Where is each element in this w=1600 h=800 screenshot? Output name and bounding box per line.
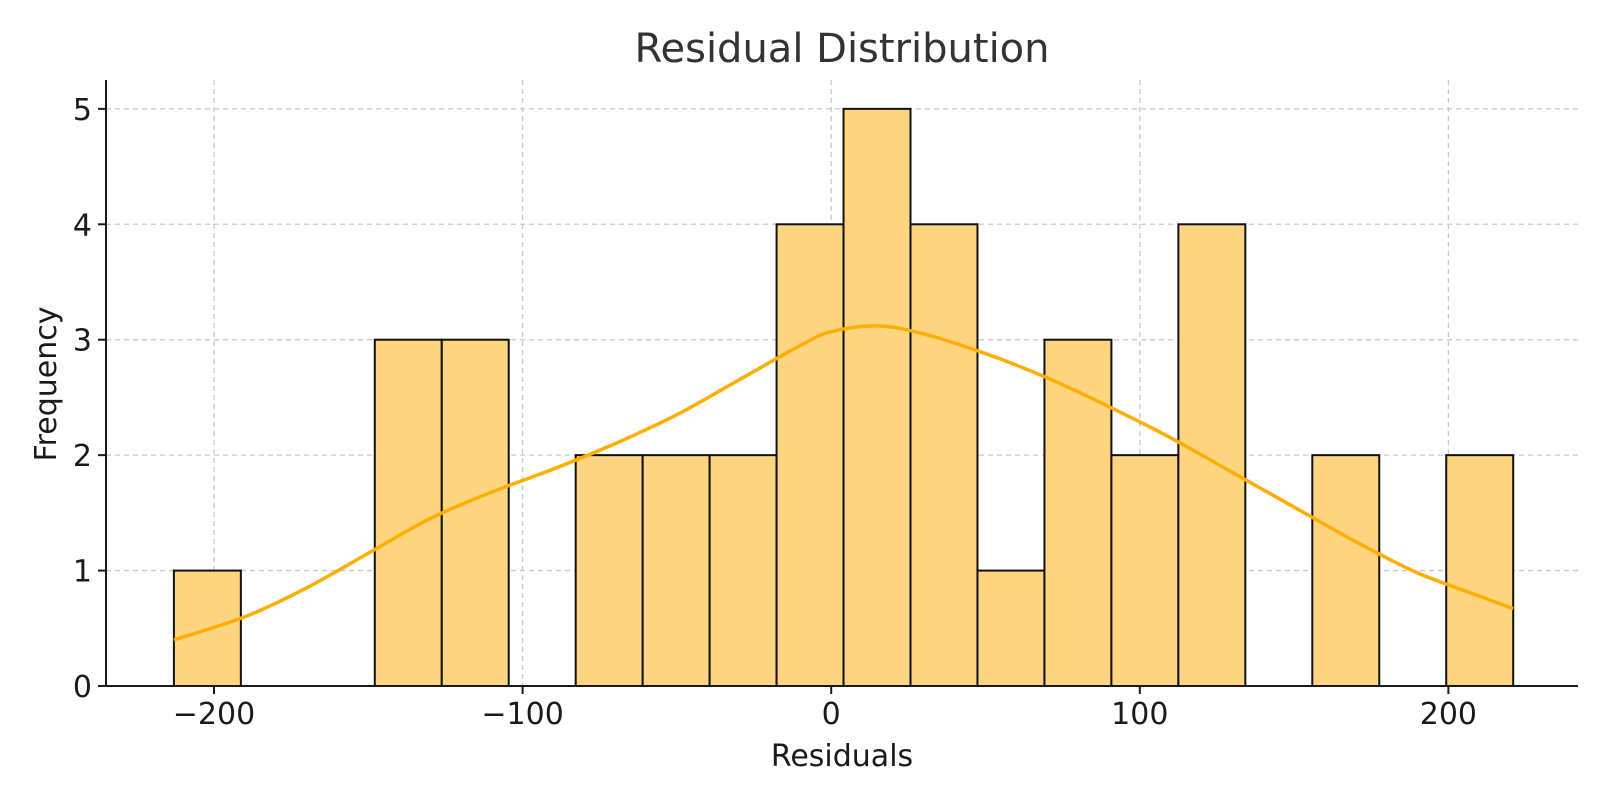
histogram-bar-11: [909, 223, 979, 688]
axis-ticks: −200 −100 0 100 200 0 1 2 3 4 5: [73, 93, 1477, 732]
y-axis-label: Frequency: [29, 307, 64, 462]
chart-title: Residual Distribution: [635, 26, 1050, 72]
histogram-bar-13: [1043, 338, 1113, 687]
histogram-bar-10: [842, 107, 912, 688]
y-tick-label-5: 5: [73, 93, 92, 128]
y-tick-label-1: 1: [73, 555, 92, 590]
histogram-bars: [172, 107, 1515, 688]
histogram-bar-9: [775, 223, 845, 688]
histogram-bar-3: [373, 338, 443, 687]
y-tick-label-3: 3: [73, 324, 92, 359]
x-tick-label-4: 200: [1420, 697, 1477, 732]
y-tick-label-2: 2: [73, 439, 92, 474]
histogram-bar-6: [574, 454, 644, 687]
x-axis-label: Residuals: [771, 739, 913, 774]
histogram-bar-19: [1445, 454, 1515, 687]
histogram-bar-14: [1110, 454, 1180, 687]
x-tick-label-2: 0: [822, 697, 841, 732]
x-tick-label-1: −100: [481, 697, 563, 732]
x-tick-label-0: −200: [173, 697, 255, 732]
y-tick-label-4: 4: [73, 208, 92, 243]
y-tick-label-0: 0: [73, 670, 92, 705]
histogram-bar-15: [1177, 223, 1247, 688]
histogram-bar-12: [976, 569, 1046, 687]
histogram-bar-8: [708, 454, 778, 687]
histogram-bar-17: [1311, 454, 1381, 687]
histogram-bar-7: [641, 454, 711, 687]
x-tick-label-3: 100: [1111, 697, 1168, 732]
kde-curve: [173, 324, 1514, 642]
histogram-bar-4: [440, 338, 510, 687]
